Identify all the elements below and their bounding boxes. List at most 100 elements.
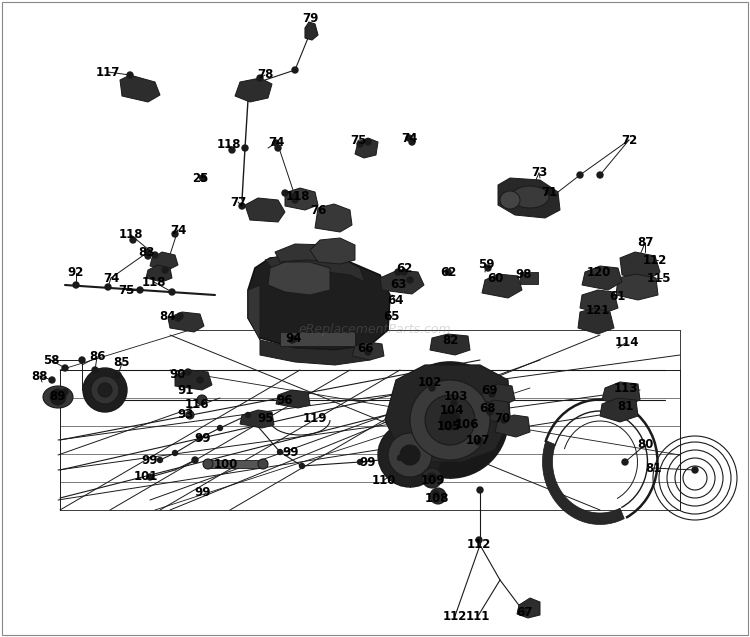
Text: 75: 75 bbox=[118, 283, 134, 296]
Circle shape bbox=[501, 417, 507, 423]
Text: 86: 86 bbox=[88, 350, 105, 364]
Text: 74: 74 bbox=[170, 224, 186, 236]
Text: 74: 74 bbox=[103, 271, 119, 285]
Circle shape bbox=[130, 237, 136, 243]
Text: 103: 103 bbox=[444, 389, 468, 403]
Text: 117: 117 bbox=[96, 66, 120, 78]
Text: 78: 78 bbox=[256, 69, 273, 82]
Text: 112: 112 bbox=[466, 538, 491, 552]
Circle shape bbox=[477, 487, 483, 493]
Text: 118: 118 bbox=[118, 229, 143, 241]
Text: 63: 63 bbox=[390, 278, 406, 290]
Polygon shape bbox=[245, 198, 285, 222]
Text: 82: 82 bbox=[442, 334, 458, 347]
Text: 62: 62 bbox=[440, 266, 456, 278]
Text: 88: 88 bbox=[32, 369, 48, 382]
Text: 77: 77 bbox=[230, 196, 246, 208]
Circle shape bbox=[395, 269, 401, 275]
Text: 62: 62 bbox=[396, 262, 412, 275]
Text: 81: 81 bbox=[645, 461, 662, 475]
Circle shape bbox=[197, 395, 207, 405]
Circle shape bbox=[365, 349, 371, 355]
Polygon shape bbox=[175, 370, 212, 390]
Text: 101: 101 bbox=[134, 471, 158, 483]
Text: 59: 59 bbox=[478, 259, 494, 271]
Text: 61: 61 bbox=[609, 289, 625, 303]
Polygon shape bbox=[517, 598, 540, 618]
Text: 79: 79 bbox=[302, 11, 318, 24]
Circle shape bbox=[299, 464, 304, 468]
Text: 104: 104 bbox=[440, 403, 464, 417]
Polygon shape bbox=[498, 178, 560, 218]
Text: 94: 94 bbox=[286, 331, 302, 345]
Circle shape bbox=[292, 193, 298, 199]
Circle shape bbox=[440, 410, 460, 430]
Circle shape bbox=[175, 315, 181, 321]
Circle shape bbox=[577, 172, 583, 178]
Circle shape bbox=[152, 252, 158, 258]
Polygon shape bbox=[380, 270, 424, 294]
Text: 58: 58 bbox=[43, 354, 59, 366]
Text: 74: 74 bbox=[268, 136, 284, 150]
Circle shape bbox=[229, 147, 235, 153]
Circle shape bbox=[172, 231, 178, 237]
Text: 92: 92 bbox=[68, 266, 84, 280]
Circle shape bbox=[91, 376, 119, 404]
Circle shape bbox=[407, 277, 413, 283]
Circle shape bbox=[239, 203, 245, 209]
Circle shape bbox=[429, 475, 435, 481]
Text: eReplacementParts.com: eReplacementParts.com bbox=[298, 324, 452, 336]
Polygon shape bbox=[602, 382, 640, 406]
Circle shape bbox=[50, 389, 66, 405]
Circle shape bbox=[257, 75, 263, 81]
Polygon shape bbox=[260, 340, 370, 365]
Circle shape bbox=[401, 269, 407, 275]
Circle shape bbox=[410, 380, 490, 460]
Text: 116: 116 bbox=[184, 397, 209, 410]
Circle shape bbox=[429, 385, 435, 391]
Polygon shape bbox=[385, 365, 510, 462]
Polygon shape bbox=[616, 274, 658, 300]
Circle shape bbox=[49, 377, 55, 383]
Text: 83: 83 bbox=[138, 245, 154, 259]
Circle shape bbox=[427, 473, 437, 483]
Circle shape bbox=[158, 457, 163, 462]
Text: 71: 71 bbox=[541, 185, 557, 199]
Circle shape bbox=[162, 267, 168, 273]
Polygon shape bbox=[600, 398, 638, 422]
Circle shape bbox=[186, 411, 194, 419]
Circle shape bbox=[177, 313, 183, 319]
Circle shape bbox=[487, 409, 493, 415]
Circle shape bbox=[378, 423, 442, 487]
Text: 106: 106 bbox=[454, 419, 479, 431]
Circle shape bbox=[425, 395, 475, 445]
Text: 120: 120 bbox=[586, 266, 611, 278]
Circle shape bbox=[476, 537, 482, 543]
Circle shape bbox=[388, 433, 432, 477]
Circle shape bbox=[197, 377, 203, 383]
Text: 99: 99 bbox=[283, 445, 299, 459]
Circle shape bbox=[489, 391, 495, 397]
Circle shape bbox=[79, 357, 85, 363]
Circle shape bbox=[200, 175, 206, 181]
Polygon shape bbox=[315, 204, 352, 232]
Circle shape bbox=[92, 367, 98, 373]
Polygon shape bbox=[620, 252, 660, 280]
Polygon shape bbox=[265, 252, 365, 282]
Circle shape bbox=[521, 609, 527, 615]
Text: 87: 87 bbox=[637, 236, 653, 250]
Circle shape bbox=[406, 135, 412, 141]
Polygon shape bbox=[582, 266, 622, 290]
Text: 121: 121 bbox=[586, 303, 610, 317]
Text: 64: 64 bbox=[387, 294, 404, 306]
Ellipse shape bbox=[511, 186, 549, 208]
Polygon shape bbox=[248, 285, 260, 340]
Text: 81: 81 bbox=[616, 399, 633, 413]
Ellipse shape bbox=[500, 191, 520, 209]
Polygon shape bbox=[146, 265, 172, 282]
Polygon shape bbox=[305, 22, 318, 40]
Circle shape bbox=[485, 265, 491, 271]
Circle shape bbox=[357, 141, 363, 147]
Polygon shape bbox=[150, 252, 178, 270]
Text: 60: 60 bbox=[487, 273, 503, 285]
